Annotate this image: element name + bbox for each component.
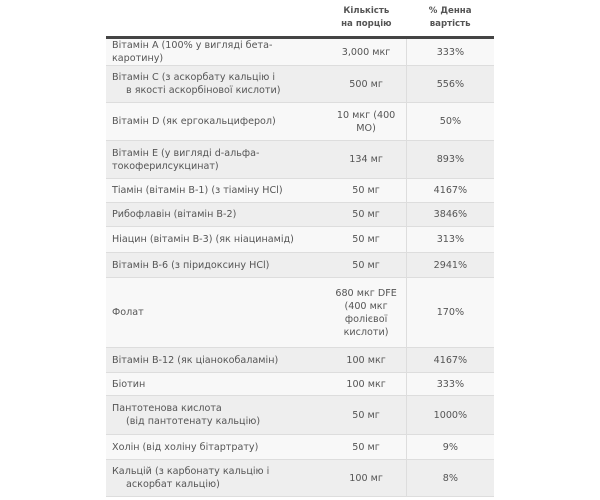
nutrient-name: Біотин — [106, 372, 327, 396]
nutrient-name: Пантотенова кислота (від пантотенату каль… — [106, 395, 327, 435]
table-header-row: Кількість на порцію % Денна вартість — [106, 0, 494, 39]
daily-value-percent: 50% — [405, 102, 494, 141]
supplement-facts-table: Кількість на порцію % Денна вартість Віт… — [106, 0, 494, 497]
amount-per-serving: 3,000 мкг — [326, 37, 407, 66]
daily-value-percent: 333% — [405, 372, 494, 396]
header-name — [106, 0, 327, 39]
header-amount: Кількість на порцію — [326, 0, 407, 39]
nutrient-name-continued: аскорбат кальцію) — [126, 479, 220, 490]
daily-value-percent: 9% — [405, 434, 494, 460]
table-row: Пантотенова кислота (від пантотенату каль… — [106, 395, 494, 435]
nutrient-name: Ніацин (вітамін B-3) (як ніацинамід) — [106, 226, 327, 253]
daily-value-percent: 333% — [405, 37, 494, 66]
nutrient-name: Вітамін E (у вигляді d-альфа-токоферилсу… — [106, 140, 327, 179]
daily-value-percent: 2941% — [405, 252, 494, 278]
amount-per-serving: 50 мг — [326, 252, 407, 278]
daily-value-percent: 170% — [405, 277, 494, 348]
nutrient-name-continued: в якості аскорбінової кислоти) — [126, 85, 281, 96]
amount-per-serving: 100 мкг — [326, 347, 407, 373]
nutrient-name: Фолат — [106, 277, 327, 348]
nutrient-name: Вітамін A (100% у вигляді бета-каротину) — [106, 37, 327, 66]
table-row: Ніацин (вітамін B-3) (як ніацинамід) 50 м… — [106, 226, 494, 253]
table-row: Вітамін B-12 (як ціанокобаламін) 100 мкг 4… — [106, 347, 494, 373]
amount-per-serving: 500 мг — [326, 65, 407, 103]
nutrient-name: Холін (від холіну бітартрату) — [106, 434, 327, 460]
table-row: Рибофлавін (вітамін B-2) 50 мг 3846% — [106, 202, 494, 227]
table-row: Кальцій (з карбонату кальцію і аскорбат к… — [106, 459, 494, 497]
amount-per-serving: 50 мг — [326, 434, 407, 460]
amount-per-serving: 50 мг — [326, 202, 407, 227]
amount-per-serving: 100 мкг — [326, 372, 407, 396]
amount-per-serving: 50 мг — [326, 395, 407, 435]
amount-per-serving: 50 мг — [326, 226, 407, 253]
table-row: Холін (від холіну бітартрату) 50 мг 9% — [106, 434, 494, 460]
daily-value-percent: 8% — [405, 459, 494, 497]
amount-per-serving: 10 мкг (400 МО) — [326, 102, 407, 141]
amount-per-serving: 50 мг — [326, 178, 407, 203]
table-row: Вітамін B-6 (з піридоксину HCl) 50 мг 2941… — [106, 252, 494, 278]
nutrient-name: Рибофлавін (вітамін B-2) — [106, 202, 327, 227]
daily-value-percent: 556% — [405, 65, 494, 103]
amount-per-serving: 680 мкг DFE (400 мкг фолієвої кислоти) — [326, 277, 407, 348]
daily-value-percent: 3846% — [405, 202, 494, 227]
nutrient-name: Вітамін B-12 (як ціанокобаламін) — [106, 347, 327, 373]
table-row: Вітамін A (100% у вигляді бета-каротину)… — [106, 37, 494, 66]
table-row: Біотин 100 мкг 333% — [106, 372, 494, 396]
nutrient-name: Вітамін D (як ергокальциферол) — [106, 102, 327, 141]
daily-value-percent: 4167% — [405, 178, 494, 203]
daily-value-percent: 1000% — [405, 395, 494, 435]
nutrient-name-continued: (від пантотенату кальцію) — [126, 416, 261, 427]
nutrient-name: Тіамін (вітамін B-1) (з тіаміну HCl) — [106, 178, 327, 203]
daily-value-percent: 4167% — [405, 347, 494, 373]
table-row: Вітамін E (у вигляді d-альфа-токоферилсу… — [106, 140, 494, 179]
table-row: Тіамін (вітамін B-1) (з тіаміну HCl) 50 м… — [106, 178, 494, 203]
header-daily-value: % Денна вартість — [406, 0, 494, 39]
nutrient-name: Вітамін B-6 (з піридоксину HCl) — [106, 252, 327, 278]
daily-value-percent: 313% — [405, 226, 494, 253]
amount-per-serving: 134 мг — [326, 140, 407, 179]
nutrient-name: Кальцій (з карбонату кальцію і аскорбат к… — [106, 459, 327, 497]
daily-value-percent: 893% — [405, 140, 494, 179]
table-row: Фолат 680 мкг DFE (400 мкг фолієвої кисло… — [106, 277, 494, 348]
amount-per-serving: 100 мг — [326, 459, 407, 497]
table-row: Вітамін D (як ергокальциферол) 10 мкг (40… — [106, 102, 494, 141]
